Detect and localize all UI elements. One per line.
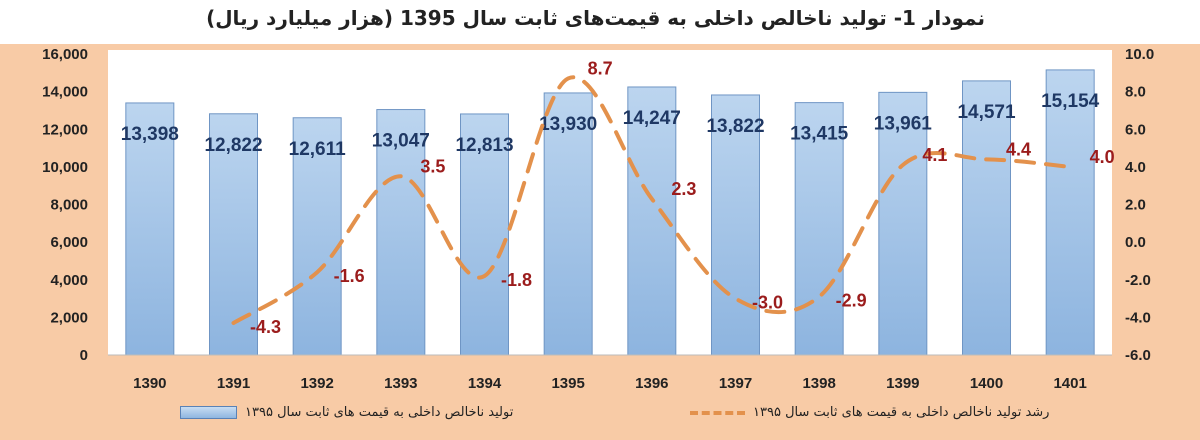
growth-label: 4.1 [922,145,947,165]
bar [125,102,175,356]
growth-label: 4.4 [1006,139,1031,159]
x-axis-tick: 1398 [802,375,835,392]
right-axis-tick: 2.0 [1125,197,1146,214]
bar-label: 12,611 [289,139,346,160]
growth-label: -2.9 [836,291,867,311]
chart-title: نمودار 1- تولید ناخالص داخلی به قیمت‌های… [206,6,985,30]
right-axis-tick: 6.0 [1125,121,1146,138]
bar-label: 15,154 [1041,91,1100,112]
growth-label: -3.0 [752,293,783,313]
x-axis-tick: 1400 [970,375,1003,392]
bar [292,117,342,356]
growth-label: 8.7 [588,58,613,78]
x-axis-tick: 1394 [468,375,502,392]
left-axis-tick: 4,000 [50,272,88,289]
x-axis-tick: 1397 [719,375,752,392]
bar-label: 14,571 [957,102,1016,123]
growth-label: -1.6 [334,266,365,286]
x-axis-tick: 1390 [133,375,166,392]
bar-label: 13,398 [121,124,179,145]
bar-label: 13,961 [874,113,933,134]
bar [794,102,844,356]
bar-label: 12,813 [455,135,513,156]
right-axis-tick: 0.0 [1125,234,1146,251]
right-axis-tick: -2.0 [1125,272,1151,289]
bar [711,94,760,356]
bar [962,80,1011,356]
right-axis-tick: -4.0 [1125,309,1151,326]
left-axis-tick: 10,000 [42,159,88,176]
growth-line [231,75,1073,326]
right-axis-tick: 10.0 [1125,46,1154,63]
growth-label: -1.8 [501,270,532,290]
bar-label: 13,047 [372,131,430,152]
left-axis-tick: 12,000 [42,121,88,138]
bar-label: 13,930 [539,114,597,135]
left-axis-tick: 14,000 [42,84,88,101]
left-axis-tick: 16,000 [42,46,88,63]
bar [376,109,426,356]
legend-item-growth: رشد تولید ناخالص داخلی به قیمت های ثابت … [690,405,1049,420]
legend-swatch-bar [180,406,237,419]
bar [543,92,593,356]
growth-label: 2.3 [671,179,696,199]
growth-label: 3.5 [420,156,445,176]
left-axis-tick: 2,000 [50,309,88,326]
x-axis-tick: 1391 [217,375,250,392]
legend-swatch-line [690,410,745,415]
x-axis-tick: 1401 [1053,375,1086,392]
legend-label-gdp: تولید ناخالص داخلی به قیمت های ثابت سال … [245,405,514,420]
left-axis-tick: 8,000 [50,197,88,214]
bar [460,113,509,356]
right-axis-tick: 4.0 [1125,159,1146,176]
bar-label: 13,822 [706,116,764,137]
bar-label: 14,247 [623,108,681,129]
x-axis-tick: 1396 [635,375,668,392]
x-axis-tick: 1399 [886,375,919,392]
growth-label: -4.3 [250,317,281,337]
plot-area [108,50,1112,355]
x-axis-tick: 1395 [551,375,584,392]
bar [878,91,928,356]
bar-label: 12,822 [204,135,262,156]
x-axis-tick: 1392 [300,375,333,392]
legend-item-gdp: تولید ناخالص داخلی به قیمت های ثابت سال … [180,405,513,420]
right-axis-tick: -6.0 [1125,347,1151,364]
legend-label-growth: رشد تولید ناخالص داخلی به قیمت های ثابت … [753,405,1050,420]
left-axis-tick: 6,000 [50,234,88,251]
x-axis-tick: 1393 [384,375,417,392]
bar [1045,69,1095,356]
left-axis-tick: 0 [80,347,88,364]
bar-label: 13,415 [790,124,849,145]
title-bar: نمودار 1- تولید ناخالص داخلی به قیمت‌های… [0,0,1200,44]
growth-label: 4.0 [1090,147,1115,167]
right-axis-tick: 8.0 [1125,84,1146,101]
